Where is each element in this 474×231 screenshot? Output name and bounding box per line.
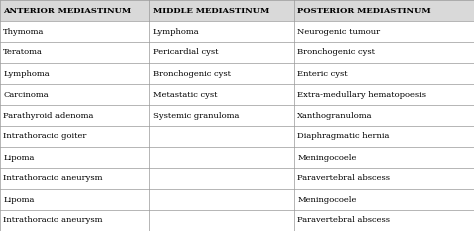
Text: Lipoma: Lipoma [3,154,35,161]
Bar [0,0,149,21]
Text: Systemic granuloma: Systemic granuloma [153,112,239,119]
Text: Parathyroid adenoma: Parathyroid adenoma [3,112,94,119]
Bar [0,84,474,105]
Bar [0,63,474,84]
Bar [0,21,474,42]
Text: Meningocoele: Meningocoele [297,195,356,204]
Text: ANTERIOR MEDIASTINUM: ANTERIOR MEDIASTINUM [3,6,131,15]
Text: Pericardial cyst: Pericardial cyst [153,49,218,57]
Text: Intrathoracic aneurysm: Intrathoracic aneurysm [3,216,103,225]
Text: Xanthogranuloma: Xanthogranuloma [297,112,373,119]
Bar [0,42,474,63]
Bar [0,147,474,168]
Text: Paravertebral abscess: Paravertebral abscess [297,216,390,225]
Text: Diaphragmatic hernia: Diaphragmatic hernia [297,133,390,140]
Text: Enteric cyst: Enteric cyst [297,70,348,77]
Text: Metastatic cyst: Metastatic cyst [153,91,217,98]
Text: Extra-medullary hematopoesis: Extra-medullary hematopoesis [297,91,426,98]
Text: Bronchogenic cyst: Bronchogenic cyst [297,49,375,57]
Text: Neurogenic tumour: Neurogenic tumour [297,27,380,36]
Bar [149,0,294,21]
Text: Lymphoma: Lymphoma [3,70,50,77]
Text: POSTERIOR MEDIASTINUM: POSTERIOR MEDIASTINUM [297,6,431,15]
Text: Meningocoele: Meningocoele [297,154,356,161]
Bar [0,210,474,231]
Text: Bronchogenic cyst: Bronchogenic cyst [153,70,231,77]
Text: Paravertebral abscess: Paravertebral abscess [297,174,390,182]
Bar [294,0,474,21]
Text: MIDDLE MEDIASTINUM: MIDDLE MEDIASTINUM [153,6,269,15]
Bar [0,189,474,210]
Text: Lymphoma: Lymphoma [153,27,199,36]
Bar [0,126,474,147]
Text: Carcinoma: Carcinoma [3,91,49,98]
Text: Teratoma: Teratoma [3,49,43,57]
Text: Thymoma: Thymoma [3,27,45,36]
Bar [0,105,474,126]
Text: Lipoma: Lipoma [3,195,35,204]
Text: Intrathoracic goiter: Intrathoracic goiter [3,133,87,140]
Text: Intrathoracic aneurysm: Intrathoracic aneurysm [3,174,103,182]
Bar [0,168,474,189]
